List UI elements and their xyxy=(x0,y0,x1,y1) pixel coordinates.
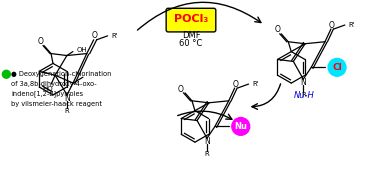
Text: Nu-H: Nu-H xyxy=(294,91,314,100)
Text: R: R xyxy=(204,151,209,157)
Text: R: R xyxy=(301,92,306,98)
Circle shape xyxy=(2,70,10,78)
Circle shape xyxy=(328,59,346,76)
Text: N: N xyxy=(301,78,306,87)
Circle shape xyxy=(232,118,250,135)
Text: R': R' xyxy=(112,33,118,39)
Text: indeno[1,2-b]pyrroles: indeno[1,2-b]pyrroles xyxy=(11,91,84,97)
Text: Nu: Nu xyxy=(234,122,247,131)
Text: N: N xyxy=(204,137,210,146)
Text: DMF: DMF xyxy=(182,31,200,40)
Text: O: O xyxy=(178,84,184,93)
Text: R': R' xyxy=(349,22,355,28)
Text: POCl₃: POCl₃ xyxy=(174,14,208,24)
Text: by vilsmeier-haack reagent: by vilsmeier-haack reagent xyxy=(11,101,102,107)
Text: HO: HO xyxy=(42,86,53,92)
Text: of 3a,8b-dihydroxy-4-oxo-: of 3a,8b-dihydroxy-4-oxo- xyxy=(11,81,97,87)
Text: O: O xyxy=(92,31,98,40)
Text: O: O xyxy=(274,25,280,34)
Text: R: R xyxy=(65,108,70,114)
Text: O: O xyxy=(233,80,239,89)
Text: Cl: Cl xyxy=(332,63,342,72)
Text: N: N xyxy=(64,94,70,103)
Text: ● Deoxygenation-chlorination: ● Deoxygenation-chlorination xyxy=(11,71,112,77)
Text: OH: OH xyxy=(77,47,87,53)
FancyBboxPatch shape xyxy=(166,8,216,32)
Text: R': R' xyxy=(253,81,259,87)
Text: O: O xyxy=(37,37,43,46)
Text: O: O xyxy=(329,21,335,30)
Text: 60 °C: 60 °C xyxy=(179,39,203,48)
